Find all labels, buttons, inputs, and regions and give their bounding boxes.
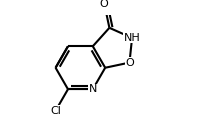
Text: Cl: Cl bbox=[50, 106, 61, 116]
Text: O: O bbox=[100, 0, 109, 9]
Text: NH: NH bbox=[124, 33, 140, 43]
Text: O: O bbox=[125, 58, 134, 68]
Text: N: N bbox=[89, 84, 97, 94]
